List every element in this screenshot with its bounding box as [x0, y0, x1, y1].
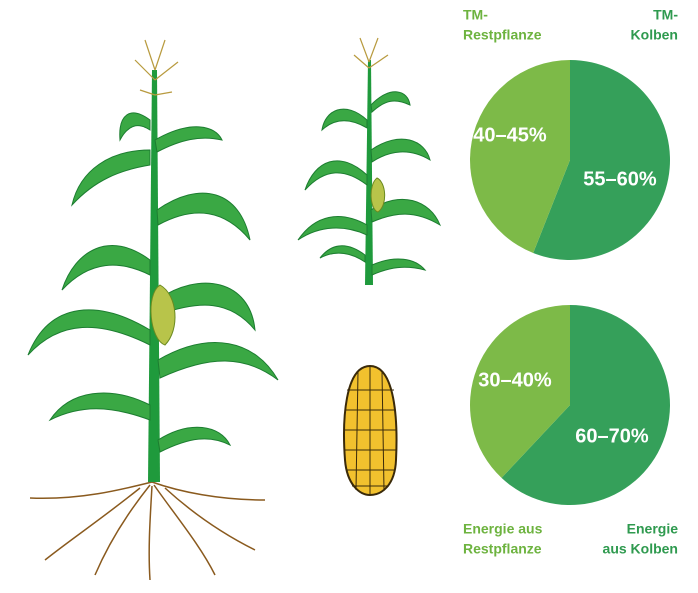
category-label: Kolben — [631, 27, 678, 43]
pie-slice — [501, 305, 670, 505]
value-label: 60–70% — [575, 425, 649, 447]
value-label: 55–60% — [583, 168, 657, 190]
category-label: Restpflanze — [463, 27, 542, 43]
maize-plant-illustration — [27, 39, 279, 581]
category-label: Restpflanze — [463, 541, 542, 557]
category-label: TM- — [653, 7, 678, 23]
category-label: TM- — [463, 7, 488, 23]
pie-slice — [469, 304, 570, 478]
pie-charts: 40–45% 55–60% TM- Restpflanze TM- Kolben 30–40… — [463, 7, 678, 557]
small-plant-illustration — [297, 37, 442, 285]
category-label: Energie — [627, 521, 679, 537]
pie-slice — [533, 60, 671, 261]
value-label: 40–45% — [473, 124, 547, 146]
pie-slice — [470, 60, 570, 253]
value-label: 30–40% — [478, 369, 552, 391]
corn-cob-illustration — [343, 364, 398, 497]
category-label: aus Kolben — [603, 541, 678, 557]
category-label: Energie aus — [463, 521, 543, 537]
